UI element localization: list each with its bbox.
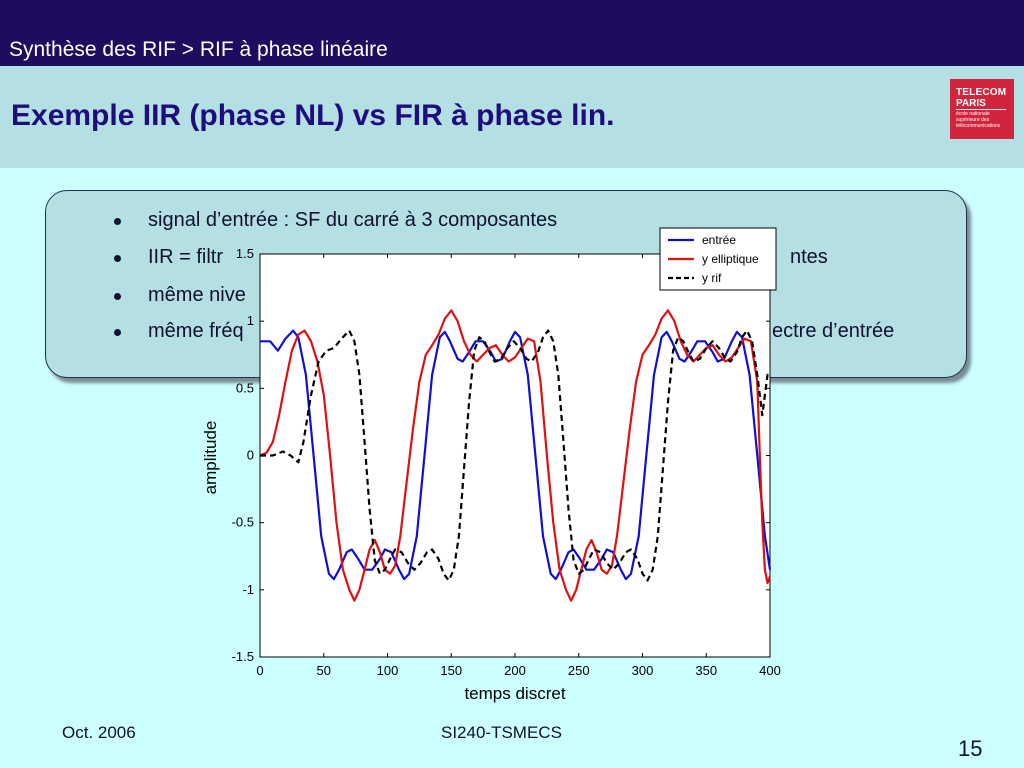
- breadcrumb: Synthèse des RIF > RIF à phase linéaire: [9, 38, 388, 61]
- logo-line-2: PARIS: [956, 98, 986, 109]
- title-band: Exemple IIR (phase NL) vs FIR à phase li…: [0, 66, 1024, 168]
- legend-label-1: entrée: [702, 233, 736, 247]
- x-tick-label: 250: [568, 663, 590, 678]
- series-line-2: [259, 309, 772, 602]
- y-tick-label: 0.5: [236, 380, 254, 395]
- y-tick-label: 1: [247, 313, 254, 328]
- bullet-dot: [114, 218, 121, 225]
- legend-label-2: y elliptique: [702, 252, 759, 266]
- bullet-4-text: même fréq: [148, 320, 244, 342]
- footer-date: Oct. 2006: [62, 723, 136, 742]
- bullet-3-text: même nive: [148, 284, 246, 306]
- header-bar: Synthèse des RIF > RIF à phase linéaire: [0, 0, 1024, 66]
- legend-label-3: y rif: [702, 271, 722, 285]
- series-line-1: [260, 329, 772, 581]
- x-tick-label: 0: [256, 663, 263, 678]
- bullet-2-text: IIR = filtr: [148, 246, 224, 268]
- y-tick-label: -0.5: [232, 515, 254, 530]
- y-tick-label: -1: [242, 582, 254, 597]
- x-tick-label: 100: [377, 663, 399, 678]
- logo-line-1: TELECOM: [956, 87, 1007, 98]
- x-tick-label: 200: [504, 663, 526, 678]
- slide-title: Exemple IIR (phase NL) vs FIR à phase li…: [11, 99, 615, 132]
- y-tick-label: 1.5: [236, 246, 254, 261]
- bullet-dot: [114, 329, 121, 336]
- y-axis-label: amplitude: [201, 421, 220, 495]
- logo-rule: [956, 109, 1006, 110]
- bullet-1-text: signal d’entrée : SF du carré à 3 compos…: [148, 209, 558, 231]
- page-number: 15: [958, 736, 983, 761]
- bullet-dot: [114, 255, 121, 262]
- footer-course: SI240-TSMECS: [441, 723, 562, 742]
- bullet-2-tail-text: ntes: [790, 246, 828, 268]
- x-tick-label: 350: [695, 663, 717, 678]
- x-axis-label: temps discret: [464, 684, 565, 703]
- y-tick-label: 0: [247, 448, 254, 463]
- y-tick-label: -1.5: [232, 649, 254, 664]
- x-tick-label: 400: [759, 663, 781, 678]
- x-tick-label: 300: [632, 663, 654, 678]
- plot-area: [259, 253, 771, 658]
- x-tick-label: 150: [440, 663, 462, 678]
- bullet-dot: [114, 293, 121, 300]
- logo-line-3: école nationale supérieure des télécommu…: [956, 111, 1001, 129]
- x-tick-label: 50: [317, 663, 331, 678]
- bullet-4-tail-text: ectre d’entrée: [772, 320, 895, 342]
- telecom-paris-logo: TELECOM PARIS école nationale supérieure…: [950, 79, 1014, 139]
